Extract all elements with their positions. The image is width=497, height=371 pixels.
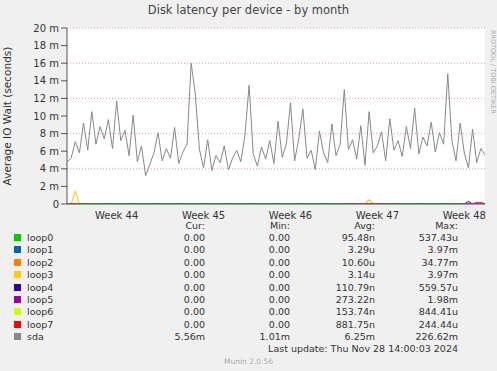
svg-text:4 m: 4 m: [40, 163, 59, 174]
html-text:0.00: 0.00: [183, 306, 205, 318]
html-text:6.25m: 6.25m: [344, 331, 375, 343]
html-text:0.00: 0.00: [268, 294, 290, 305]
svg-text:0: 0: [53, 199, 59, 210]
html-text:10.60u: 10.60u: [341, 256, 375, 268]
html-text:loop7: loop7: [27, 318, 54, 330]
html-text:Disk latency per device - by m: Disk latency per device - by month: [147, 3, 350, 17]
svg-text:12 m: 12 m: [33, 93, 59, 104]
html-text:3.97m: 3.97m: [427, 269, 458, 281]
html-text:3.29u: 3.29u: [347, 244, 375, 256]
html-text:0.00: 0.00: [183, 232, 205, 243]
html-text:3.97m: 3.97m: [427, 244, 458, 256]
html-text:loop0: loop0: [27, 232, 54, 243]
html-text:559.57u: 559.57u: [418, 281, 458, 293]
html-text:110.79n: 110.79n: [335, 281, 375, 293]
svg-text:18 m: 18 m: [33, 40, 59, 51]
html-text:loop1: loop1: [27, 244, 54, 256]
html-text:0.00: 0.00: [268, 232, 290, 243]
svg-text:10 m: 10 m: [33, 111, 59, 122]
svg-text:Week 44: Week 44: [95, 210, 138, 221]
html-text:0.00: 0.00: [268, 281, 290, 293]
svg-text:16 m: 16 m: [33, 58, 59, 69]
html-text:Max:: Max:: [435, 220, 458, 231]
html-text:226.62m: 226.62m: [415, 331, 458, 343]
html-text:RRDTOOL / TOBI OETIKER: RRDTOOL / TOBI OETIKER: [489, 30, 497, 114]
svg-text:6 m: 6 m: [40, 146, 59, 157]
html-text:5.56m: 5.56m: [174, 331, 205, 343]
html-text:3.14u: 3.14u: [347, 269, 375, 281]
html-text:34.77m: 34.77m: [421, 256, 458, 268]
html-text:loop5: loop5: [27, 294, 54, 305]
html-text:0.00: 0.00: [268, 244, 290, 256]
html-text:0.00: 0.00: [183, 269, 205, 281]
svg-text:Average IO Wait (seconds): Average IO Wait (seconds): [8, 47, 13, 186]
html-text:0.00: 0.00: [183, 294, 205, 305]
html-text:0.00: 0.00: [183, 281, 205, 293]
html-text:0.00: 0.00: [268, 318, 290, 330]
html-text:Cur:: Cur:: [185, 220, 205, 231]
html-text:0.00: 0.00: [268, 256, 290, 268]
svg-text:Week 48: Week 48: [443, 210, 486, 221]
html-text:loop2: loop2: [27, 256, 54, 268]
html-text:Avg:: Avg:: [354, 220, 375, 231]
html-text:881.75n: 881.75n: [335, 318, 375, 330]
html-text:Last update: Thu Nov 28 14:00:: Last update: Thu Nov 28 14:00:03 2024: [268, 343, 458, 354]
html-text:loop4: loop4: [27, 281, 54, 293]
svg-text:Week 47: Week 47: [356, 210, 399, 221]
html-text:0.00: 0.00: [183, 318, 205, 330]
html-text:1.01m: 1.01m: [259, 331, 290, 343]
html-text:loop3: loop3: [27, 269, 54, 281]
html-text:0.00: 0.00: [268, 269, 290, 281]
html-text:0.00: 0.00: [183, 256, 205, 268]
html-text:844.41u: 844.41u: [418, 306, 458, 318]
html-text:153.74n: 153.74n: [335, 306, 375, 318]
svg-text:8 m: 8 m: [40, 128, 59, 139]
svg-text:2 m: 2 m: [40, 181, 59, 192]
html-text:1.98m: 1.98m: [427, 294, 458, 305]
html-text:0.00: 0.00: [268, 306, 290, 318]
html-text:244.44u: 244.44u: [418, 318, 458, 330]
html-text:537.43u: 537.43u: [418, 232, 458, 243]
svg-text:Week 46: Week 46: [269, 210, 312, 221]
svg-text:14 m: 14 m: [33, 75, 59, 86]
html-text:0.00: 0.00: [183, 244, 205, 256]
svg-text:Week 45: Week 45: [182, 210, 225, 221]
svg-text:20 m: 20 m: [33, 23, 59, 34]
html-text:Min:: Min:: [269, 220, 290, 231]
html-text:Munin 2.0.56: Munin 2.0.56: [224, 357, 273, 366]
html-text:95.48n: 95.48n: [341, 232, 375, 243]
html-text:273.22n: 273.22n: [335, 294, 375, 305]
html-text:loop6: loop6: [27, 306, 54, 318]
html-text:sda: sda: [27, 331, 44, 343]
